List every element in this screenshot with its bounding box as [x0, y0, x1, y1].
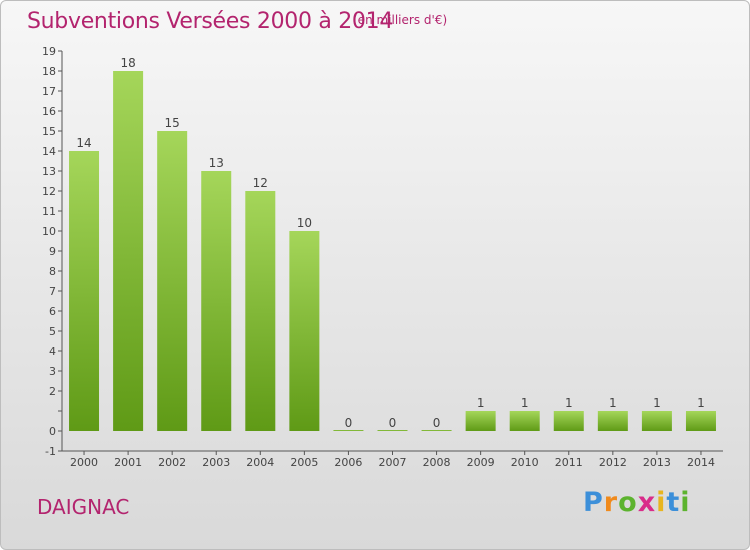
y-tick-label: 16 [42, 105, 56, 118]
y-tick-label: 11 [42, 205, 56, 218]
data-label: 12 [253, 176, 268, 190]
bar [157, 131, 188, 431]
y-tick-label: 8 [49, 265, 56, 278]
bar [245, 191, 276, 431]
bar [333, 430, 364, 431]
data-label: 0 [345, 416, 353, 430]
y-tick-label: 19 [42, 45, 56, 58]
bar [201, 171, 232, 431]
bar [113, 71, 144, 431]
x-tick-label: 2008 [423, 456, 451, 469]
x-tick-label: 2013 [643, 456, 671, 469]
x-tick-label: 2010 [511, 456, 539, 469]
chart-title: Subventions Versées 2000 à 2014 [27, 9, 394, 34]
y-tick-label: 12 [42, 185, 56, 198]
bar [289, 231, 320, 431]
x-tick-label: 2002 [158, 456, 186, 469]
logo-letter: P [583, 487, 604, 518]
y-tick-label: 6 [49, 305, 56, 318]
x-tick-label: 2000 [70, 456, 98, 469]
data-label: 14 [76, 136, 91, 150]
logo-letter: o [618, 487, 638, 518]
bar [597, 411, 628, 431]
bar [465, 411, 496, 431]
data-label: 0 [433, 416, 441, 430]
x-tick-label: 2006 [334, 456, 362, 469]
data-label: 1 [653, 396, 661, 410]
x-tick-label: 2007 [379, 456, 407, 469]
logo-letter: t [666, 487, 681, 518]
bar [509, 411, 540, 431]
y-tick-label: 13 [42, 165, 56, 178]
x-tick-label: 2014 [687, 456, 715, 469]
data-label: 1 [697, 396, 705, 410]
data-label: 10 [297, 216, 312, 230]
data-label: 15 [165, 116, 180, 130]
y-tick-label: 15 [42, 125, 56, 138]
logo-letter: i [680, 487, 691, 518]
y-tick-label: 5 [49, 325, 56, 338]
x-tick-label: 2011 [555, 456, 583, 469]
y-tick-label: 18 [42, 65, 56, 78]
bar [377, 430, 408, 431]
data-label: 1 [521, 396, 529, 410]
bar [553, 411, 584, 431]
data-label: 1 [565, 396, 573, 410]
x-tick-label: 2003 [202, 456, 230, 469]
x-tick-label: 2012 [599, 456, 627, 469]
y-tick-label: 9 [49, 245, 56, 258]
data-label: 1 [609, 396, 617, 410]
y-tick-label: 17 [42, 85, 56, 98]
logo-letter: i [656, 487, 667, 518]
y-tick-label: 0 [49, 425, 56, 438]
commune-name: DAIGNAC [37, 495, 130, 519]
chart-unit: (en milliers d'€) [353, 13, 448, 27]
proxiti-logo: Proxiti [583, 487, 691, 518]
bar [69, 151, 100, 431]
y-tick-label: -1 [45, 445, 56, 458]
y-tick-label: 10 [42, 225, 56, 238]
data-label: 18 [120, 56, 135, 70]
bar [685, 411, 716, 431]
x-tick-label: 2009 [467, 456, 495, 469]
y-tick-label: 7 [49, 285, 56, 298]
logo-letter: x [637, 487, 657, 518]
logo-letter: r [603, 487, 619, 518]
y-tick-label: 14 [42, 145, 56, 158]
bar [641, 411, 672, 431]
x-tick-label: 2004 [246, 456, 274, 469]
x-tick-label: 2005 [290, 456, 318, 469]
x-tick-label: 2001 [114, 456, 142, 469]
data-label: 13 [209, 156, 224, 170]
data-label: 0 [389, 416, 397, 430]
data-label: 1 [477, 396, 485, 410]
y-tick-label: 3 [49, 365, 56, 378]
bar [421, 430, 452, 431]
y-tick-label: 4 [49, 345, 56, 358]
y-tick-label: 2 [49, 385, 56, 398]
